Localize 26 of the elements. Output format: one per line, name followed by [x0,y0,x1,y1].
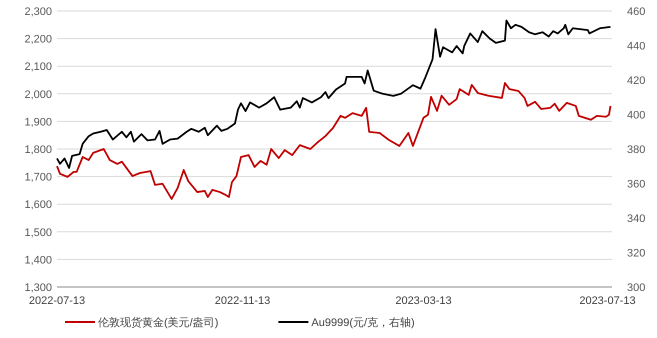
y-tick-label: 1,500 [24,226,52,239]
y-tick-label: 1,700 [24,172,52,184]
y2-tick-label: 360 [627,178,646,190]
y2-tick-label: 300 [627,282,646,294]
y-tick-label: 2,000 [24,88,52,101]
y-tick-label: 1,800 [24,144,52,156]
y2-tick-label: 420 [627,75,646,87]
legend-label: 伦敦现货黄金(美元/盎司) [98,316,218,329]
y-tick-label: 2,300 [24,6,52,18]
y-tick-label: 1,400 [24,254,52,266]
y-tick-label: 1,900 [24,116,52,128]
y-tick-label: 1,600 [24,199,52,212]
y2-tick-label: 340 [627,213,646,225]
x-tick-label: 2023-07-13 [579,295,636,307]
y-tick-label: 2,100 [24,61,52,74]
y2-tick-label: 440 [627,40,646,52]
x-tick-label: 2022-07-13 [28,295,86,307]
y-tick-label: 1,300 [24,282,52,294]
y2-tick-label: 400 [627,110,646,122]
x-tick-label: 2022-11-13 [214,295,270,307]
y2-tick-label: 320 [627,248,646,260]
y2-tick-label: 380 [627,144,646,156]
y-tick-label: 2,200 [24,34,52,46]
legend-label: Au9999(元/克，右轴) [311,316,415,329]
x-tick-label: 2023-03-13 [395,295,452,307]
y2-tick-label: 460 [627,6,646,18]
